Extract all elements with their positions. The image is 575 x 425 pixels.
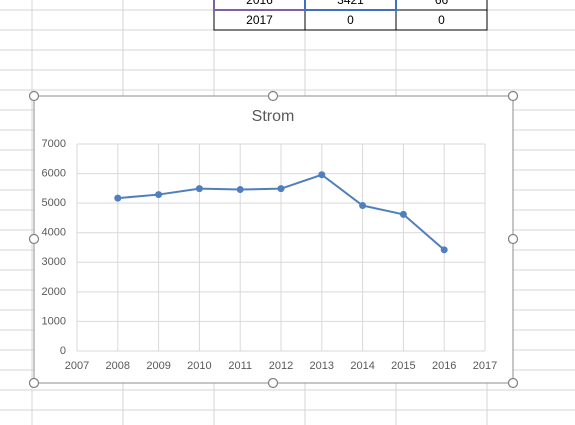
- plot-area: 0 1000 2000 3000 4000 5000 6000 7000 2007 2008 200…: [42, 138, 498, 372]
- y-tick-label: 1000: [42, 315, 66, 327]
- resize-handle[interactable]: [267, 377, 279, 389]
- data-point: [155, 191, 163, 199]
- ref-highlight: [213, 0, 306, 11]
- resize-handle[interactable]: [28, 233, 40, 245]
- cell-text: 0: [438, 13, 445, 27]
- cell-text: 2017: [246, 13, 273, 27]
- x-tick-label: 2007: [65, 360, 89, 372]
- resize-handle[interactable]: [507, 377, 519, 389]
- y-tick-label: 0: [60, 345, 66, 357]
- x-tick-label: 2017: [473, 360, 497, 372]
- data-point: [318, 171, 326, 179]
- chart-title: Strom: [252, 108, 295, 125]
- ref-highlight: [304, 0, 397, 11]
- x-tick-label: 2010: [187, 360, 211, 372]
- x-tick-label: 2009: [146, 360, 170, 372]
- y-tick-label: 6000: [42, 167, 66, 179]
- x-tick-label: 2013: [310, 360, 334, 372]
- data-point: [399, 210, 407, 218]
- table: 2016 3421 66 2017 0 0: [213, 0, 488, 31]
- cell-text: 2016: [246, 0, 273, 7]
- x-tick-label: 2008: [106, 360, 130, 372]
- data-point: [236, 186, 244, 194]
- resize-handle[interactable]: [507, 233, 519, 245]
- data-point: [195, 185, 203, 193]
- data-point: [359, 202, 367, 210]
- x-tick-label: 2011: [228, 360, 252, 372]
- y-tick-label: 7000: [42, 138, 66, 150]
- selection-handles: [28, 90, 519, 389]
- data-point: [440, 246, 448, 254]
- data-point: [114, 194, 122, 202]
- x-tick-label: 2014: [350, 360, 374, 372]
- y-tick-label: 2000: [42, 286, 66, 298]
- cell-text: 66: [435, 0, 449, 7]
- y-tick-label: 3000: [42, 256, 66, 268]
- chart-frame[interactable]: [33, 95, 514, 384]
- y-tick-label: 4000: [42, 227, 66, 239]
- x-tick-label: 2015: [391, 360, 415, 372]
- x-tick-label: 2016: [432, 360, 456, 372]
- cell-text: 3421: [337, 0, 364, 7]
- cell: [395, 9, 488, 31]
- data-point: [277, 185, 285, 193]
- resize-handle[interactable]: [507, 90, 519, 102]
- y-tick-label: 5000: [42, 197, 66, 209]
- resize-handle[interactable]: [28, 90, 40, 102]
- cell-text: 0: [347, 13, 354, 27]
- resize-handle[interactable]: [267, 90, 279, 102]
- x-tick-label: 2012: [269, 360, 293, 372]
- resize-handle[interactable]: [28, 377, 40, 389]
